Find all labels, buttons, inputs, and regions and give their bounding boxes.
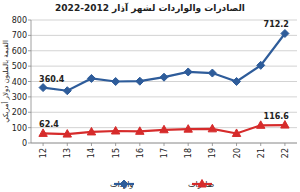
x-tick-label: 21 bbox=[257, 148, 266, 158]
y-tick bbox=[28, 66, 31, 67]
y-tick bbox=[28, 127, 31, 128]
marker-triangle bbox=[160, 125, 168, 133]
grid-line bbox=[31, 50, 297, 51]
x-tick-label: 18 bbox=[184, 148, 193, 158]
marker-triangle bbox=[232, 129, 240, 137]
marker-diamond bbox=[136, 77, 144, 85]
marker-diamond bbox=[63, 87, 71, 95]
x-tick bbox=[284, 143, 285, 146]
data-label: 62.4 bbox=[39, 120, 59, 129]
y-tick-label: 300 bbox=[12, 93, 27, 102]
marker-triangle bbox=[257, 121, 265, 129]
x-tick bbox=[43, 143, 44, 146]
grid-line bbox=[31, 96, 297, 97]
marker-triangle bbox=[87, 127, 95, 134]
x-tick bbox=[115, 143, 116, 146]
y-tick-label: 400 bbox=[12, 78, 27, 87]
legend-marker bbox=[198, 180, 206, 188]
x-tick bbox=[139, 143, 140, 146]
series-line bbox=[43, 33, 285, 90]
marker-diamond bbox=[87, 74, 95, 82]
y-tick bbox=[28, 50, 31, 51]
marker-diamond bbox=[233, 78, 241, 86]
y-tick-label: 200 bbox=[12, 108, 27, 117]
y-tick bbox=[28, 81, 31, 82]
marker-triangle bbox=[184, 125, 192, 133]
marker-diamond bbox=[281, 29, 289, 37]
chart-container: الصادرات والواردات لشهر آذار 2012-2022 ال… bbox=[0, 0, 300, 192]
marker-diamond bbox=[257, 61, 265, 69]
x-tick-label: 16 bbox=[136, 148, 145, 158]
marker-triangle bbox=[136, 127, 144, 135]
legend-marker bbox=[120, 180, 128, 188]
data-labels: 360.4 712.2 62.4 116.6 bbox=[39, 20, 289, 129]
marker-triangle bbox=[111, 127, 119, 135]
data-label: 360.4 bbox=[39, 75, 65, 84]
marker-triangle bbox=[63, 130, 71, 138]
title: الصادرات والواردات لشهر آذار 2012-2022 bbox=[55, 2, 245, 14]
x-tick bbox=[212, 143, 213, 146]
x-tick-label: 19 bbox=[208, 148, 217, 158]
y-tick bbox=[28, 35, 31, 36]
x-tick bbox=[164, 143, 165, 146]
series-line bbox=[43, 125, 285, 134]
y-tick-label: 700 bbox=[12, 31, 27, 40]
x-tick bbox=[260, 143, 261, 146]
grid-line bbox=[31, 35, 297, 36]
legend: واردات صادرات bbox=[110, 180, 215, 190]
marker-triangle bbox=[39, 129, 47, 137]
y-tick-label: 0 bbox=[22, 139, 27, 148]
marker-diamond bbox=[112, 78, 120, 86]
grid-line bbox=[31, 112, 297, 113]
grid-line bbox=[31, 20, 297, 21]
marks-group bbox=[39, 29, 289, 137]
y-tick-label: 500 bbox=[12, 62, 27, 71]
y-tick bbox=[28, 96, 31, 97]
data-label: 116.6 bbox=[264, 112, 290, 121]
plot-area bbox=[31, 20, 297, 143]
x-tick-label: 20 bbox=[233, 148, 242, 158]
x-tick bbox=[91, 143, 92, 146]
legend-label: صادرات bbox=[188, 180, 215, 189]
x-tick-label: 22 bbox=[281, 148, 290, 158]
y-tick bbox=[28, 112, 31, 113]
x-tick-label: 15 bbox=[112, 148, 121, 158]
x-tick bbox=[67, 143, 68, 146]
marker-triangle bbox=[208, 124, 216, 131]
x-tick-label: 17 bbox=[160, 148, 169, 158]
y-tick bbox=[28, 143, 31, 144]
x-tick-label: 12 bbox=[39, 148, 48, 158]
chart-svg: الصادرات والواردات لشهر آذار 2012-2022 ال… bbox=[0, 0, 300, 192]
legend-label: واردات bbox=[110, 180, 133, 189]
x-tick-label: 14 bbox=[87, 148, 96, 158]
x-tick bbox=[188, 143, 189, 146]
y-tick-label: 600 bbox=[12, 47, 27, 56]
x-tick-label: 13 bbox=[63, 148, 72, 158]
y-axis-label: القيمة بالمليون دولار أمريكي bbox=[1, 40, 10, 123]
data-label: 712.2 bbox=[264, 20, 289, 29]
y-axis bbox=[31, 20, 32, 143]
y-tick bbox=[28, 20, 31, 21]
y-tick-label: 800 bbox=[12, 16, 27, 25]
marker-diamond bbox=[160, 73, 168, 81]
marker-diamond bbox=[184, 68, 192, 76]
marker-triangle bbox=[281, 121, 289, 129]
y-tick-label: 100 bbox=[12, 124, 27, 133]
x-tick bbox=[236, 143, 237, 146]
marker-diamond bbox=[39, 84, 47, 92]
marker-diamond bbox=[208, 69, 216, 77]
